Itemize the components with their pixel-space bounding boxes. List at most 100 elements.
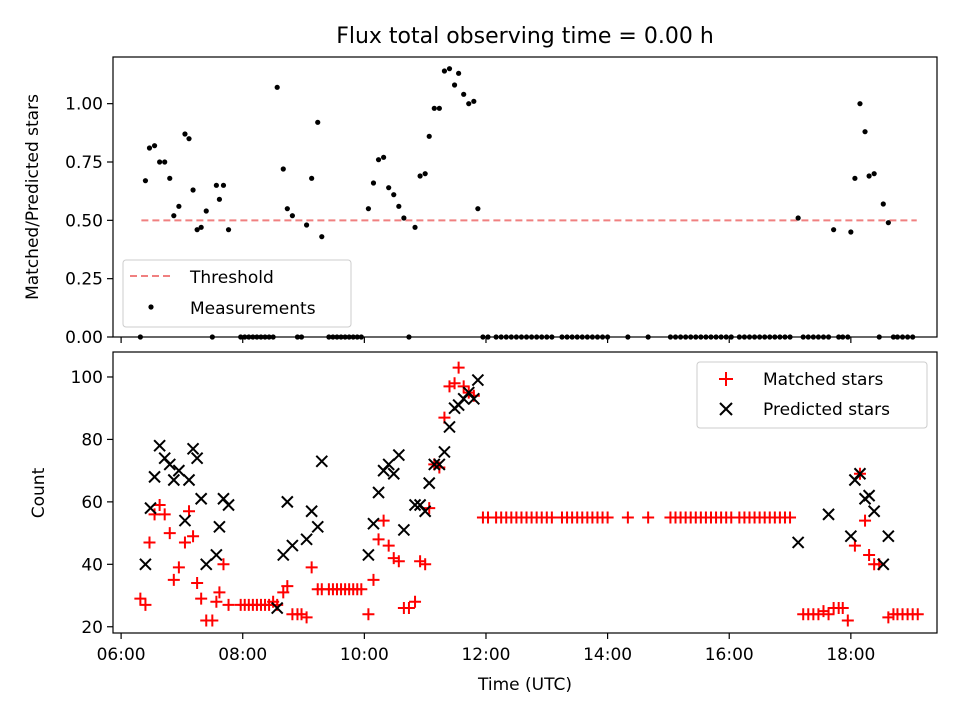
matched-star-point bbox=[355, 583, 368, 596]
legend-matched-swatch bbox=[719, 372, 733, 386]
matched-star-point bbox=[191, 577, 204, 590]
measurement-point bbox=[151, 143, 158, 149]
predicted-star-point bbox=[270, 601, 284, 615]
matched-star-point bbox=[822, 608, 835, 621]
bottom-y-tick-label: 60 bbox=[81, 493, 103, 513]
matched-star-point bbox=[601, 511, 614, 524]
matched-star-point bbox=[139, 598, 152, 611]
top-y-tick-label: 0.50 bbox=[65, 211, 103, 231]
measurement-point bbox=[880, 201, 886, 207]
matched-star-point bbox=[222, 598, 235, 611]
x-tick-label: 14:00 bbox=[583, 645, 632, 665]
matched-star-point bbox=[836, 602, 849, 615]
matched-star-point bbox=[372, 533, 385, 546]
measurement-point bbox=[386, 185, 392, 191]
matched-star-point bbox=[452, 361, 465, 374]
measurement-point bbox=[831, 227, 837, 233]
bottom-y-tick-label: 100 bbox=[71, 368, 103, 388]
bottom-y-tick-label: 20 bbox=[81, 618, 103, 638]
matched-star-point bbox=[419, 558, 432, 571]
measurement-point bbox=[303, 222, 310, 228]
matched-star-point bbox=[448, 377, 461, 390]
measurement-point bbox=[280, 166, 286, 172]
bottom-axes-frame bbox=[112, 351, 938, 634]
bottom-plot-area bbox=[134, 361, 924, 627]
measurement-point bbox=[417, 173, 423, 179]
matched-star-point bbox=[621, 511, 634, 524]
measurement-point bbox=[157, 159, 163, 165]
predicted-star-point bbox=[163, 458, 176, 471]
predicted-star-point bbox=[148, 470, 161, 484]
matched-star-point bbox=[217, 558, 230, 571]
matched-star-point bbox=[859, 514, 872, 527]
matched-star-point bbox=[167, 573, 180, 586]
predicted-star-point bbox=[392, 448, 406, 462]
measurement-point bbox=[381, 154, 387, 160]
measurement-point bbox=[471, 98, 477, 104]
measurement-point bbox=[274, 84, 280, 90]
matched-star-point bbox=[277, 586, 290, 599]
matched-star-point bbox=[457, 380, 470, 393]
x-tick-label: 08:00 bbox=[218, 645, 267, 665]
measurement-point bbox=[186, 136, 192, 142]
measurement-point bbox=[216, 196, 223, 202]
predicted-star-point bbox=[190, 451, 204, 465]
x-tick-label: 10:00 bbox=[340, 645, 389, 665]
measurement-point bbox=[213, 182, 219, 188]
predicted-star-point bbox=[172, 464, 186, 477]
measurement-point bbox=[401, 215, 407, 221]
bottom-y-ticks: 20 40 60 80 100 bbox=[71, 368, 113, 638]
top-y-axis-label: Matched/Predicted stars bbox=[23, 94, 43, 300]
legend-predicted-label: Predicted stars bbox=[763, 400, 890, 420]
matched-star-point bbox=[402, 602, 415, 615]
measurement-point bbox=[862, 129, 868, 135]
measurement-point bbox=[456, 70, 462, 76]
measurement-point bbox=[461, 91, 467, 97]
top-plot-area bbox=[137, 66, 917, 340]
predicted-star-point bbox=[213, 520, 226, 534]
legend-measurements-label: Measurements bbox=[190, 299, 316, 319]
matched-star-point bbox=[143, 536, 156, 549]
top-y-tick-label: 0.00 bbox=[65, 328, 103, 348]
predicted-star-point bbox=[305, 505, 318, 518]
predicted-star-point bbox=[428, 458, 441, 471]
predicted-star-point bbox=[844, 530, 858, 543]
measurement-point bbox=[315, 119, 321, 125]
top-y-tick-label: 1.00 bbox=[65, 95, 103, 115]
measurement-point bbox=[426, 133, 432, 139]
predicted-star-point bbox=[438, 445, 451, 459]
measurement-point bbox=[220, 182, 227, 188]
predicted-star-point bbox=[822, 508, 835, 521]
bottom-y-tick-label: 40 bbox=[81, 555, 103, 575]
matched-star-point bbox=[409, 595, 422, 608]
matched-star-point bbox=[377, 514, 390, 527]
predicted-star-point bbox=[153, 439, 166, 452]
matched-star-point bbox=[545, 511, 558, 524]
measurement-point bbox=[852, 175, 858, 181]
top-y-ticks: 0.00 0.25 0.50 0.75 1.00 bbox=[65, 95, 113, 348]
legend-threshold-label: Threshold bbox=[189, 268, 274, 288]
matched-star-point bbox=[911, 608, 924, 621]
bottom-legend: Matched stars Predicted stars bbox=[696, 361, 928, 429]
predicted-star-point bbox=[853, 467, 867, 480]
matched-star-point bbox=[206, 614, 219, 627]
predicted-star-point bbox=[210, 548, 223, 562]
top-x-ticks bbox=[120, 337, 852, 343]
measurement-point bbox=[391, 192, 397, 198]
matched-star-point bbox=[134, 592, 147, 605]
predicted-star-point bbox=[139, 558, 152, 571]
matched-star-point bbox=[382, 539, 395, 552]
legend-matched-label: Matched stars bbox=[763, 370, 883, 390]
matched-star-point bbox=[187, 530, 200, 543]
predicted-star-point bbox=[418, 505, 432, 518]
matched-star-point bbox=[148, 508, 161, 521]
matched-star-point bbox=[210, 595, 223, 608]
x-tick-label: 12:00 bbox=[461, 645, 510, 665]
predicted-star-point bbox=[408, 498, 422, 512]
measurement-point bbox=[412, 224, 418, 230]
measurement-point bbox=[885, 220, 891, 226]
measurement-point bbox=[171, 213, 177, 219]
predicted-star-point bbox=[311, 520, 324, 534]
measurement-point bbox=[182, 131, 188, 137]
matched-star-point bbox=[367, 573, 380, 586]
